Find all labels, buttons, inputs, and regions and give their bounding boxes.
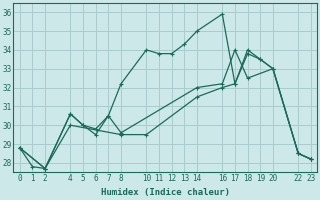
X-axis label: Humidex (Indice chaleur): Humidex (Indice chaleur) [101,188,230,197]
